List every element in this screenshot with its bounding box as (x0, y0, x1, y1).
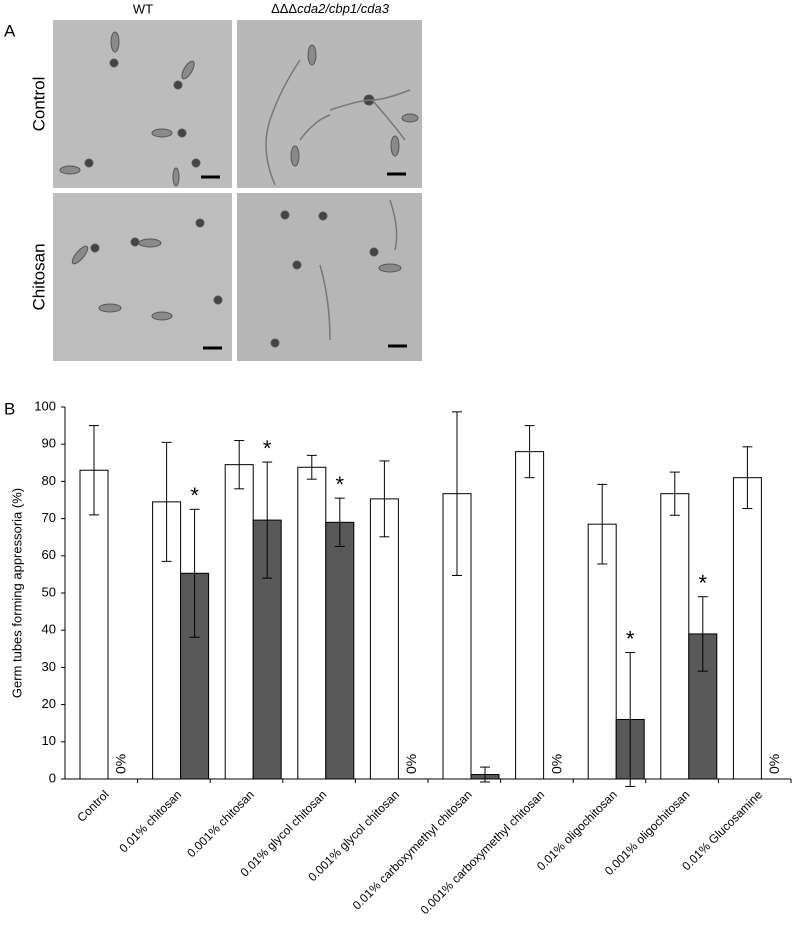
y-tick-label: 80 (42, 473, 56, 488)
y-tick-label: 20 (42, 696, 56, 711)
significance: * (626, 626, 635, 651)
y-tick-label: 50 (42, 584, 56, 599)
micrograph (53, 20, 232, 188)
bar (79, 469, 109, 780)
x-tick-label: 0.001% carboxymethyl chitosan (418, 787, 548, 917)
y-tick-label: 70 (42, 510, 56, 525)
bar (515, 451, 545, 780)
bar (587, 523, 617, 780)
micrographs (53, 20, 422, 361)
scale-bars (201, 172, 407, 350)
micrograph (237, 20, 422, 188)
significance: * (336, 472, 345, 497)
value-label: 0% (766, 754, 782, 774)
value-label: 0% (403, 754, 419, 774)
bar (660, 493, 690, 780)
x-tick-label: 0.01% Glucosamine (679, 787, 765, 873)
x-tick-label: 0.01% chitosan (116, 787, 184, 855)
y-tick-label: 30 (42, 659, 56, 674)
panel-label: B (4, 399, 15, 418)
value-label: 0% (113, 754, 129, 774)
column-label: WT (133, 1, 153, 16)
bar (369, 498, 399, 780)
y-tick-label: 40 (42, 622, 56, 637)
x-tick-label: 0.01% carboxymethyl chitosan (350, 787, 475, 912)
row-label: Chitosan (29, 243, 48, 310)
micrograph (53, 193, 232, 361)
value-label: 0% (548, 754, 564, 774)
hyphae (265, 59, 411, 341)
significance: * (190, 483, 199, 508)
y-tick-label: 100 (34, 398, 56, 413)
y-tick-label: 60 (42, 547, 56, 562)
y-tick-label: 10 (42, 733, 56, 748)
column-label: ΔΔΔcda2/cbp1/cda3 (271, 1, 390, 16)
bar (732, 477, 762, 780)
column-label-prefix: ΔΔΔ (271, 1, 297, 16)
y-axis-title: Germ tubes forming appressoria (%) (9, 488, 24, 698)
bar (325, 521, 355, 780)
row-label: Control (29, 77, 48, 132)
bar (297, 466, 327, 780)
column-label-name: cda2/cbp1/cda3 (297, 1, 390, 16)
y-tick-label: 90 (42, 436, 56, 451)
spores (59, 31, 419, 348)
significance: * (263, 436, 272, 461)
x-tick-label: Control (74, 787, 111, 824)
bar (224, 464, 254, 780)
x-tick-label: 0.01% oligochitosan (534, 787, 620, 873)
y-tick-label: 0 (49, 770, 56, 785)
panel-label: A (4, 21, 16, 40)
x-tick-label: 0.001% chitosan (184, 787, 257, 860)
significance: * (699, 571, 708, 596)
